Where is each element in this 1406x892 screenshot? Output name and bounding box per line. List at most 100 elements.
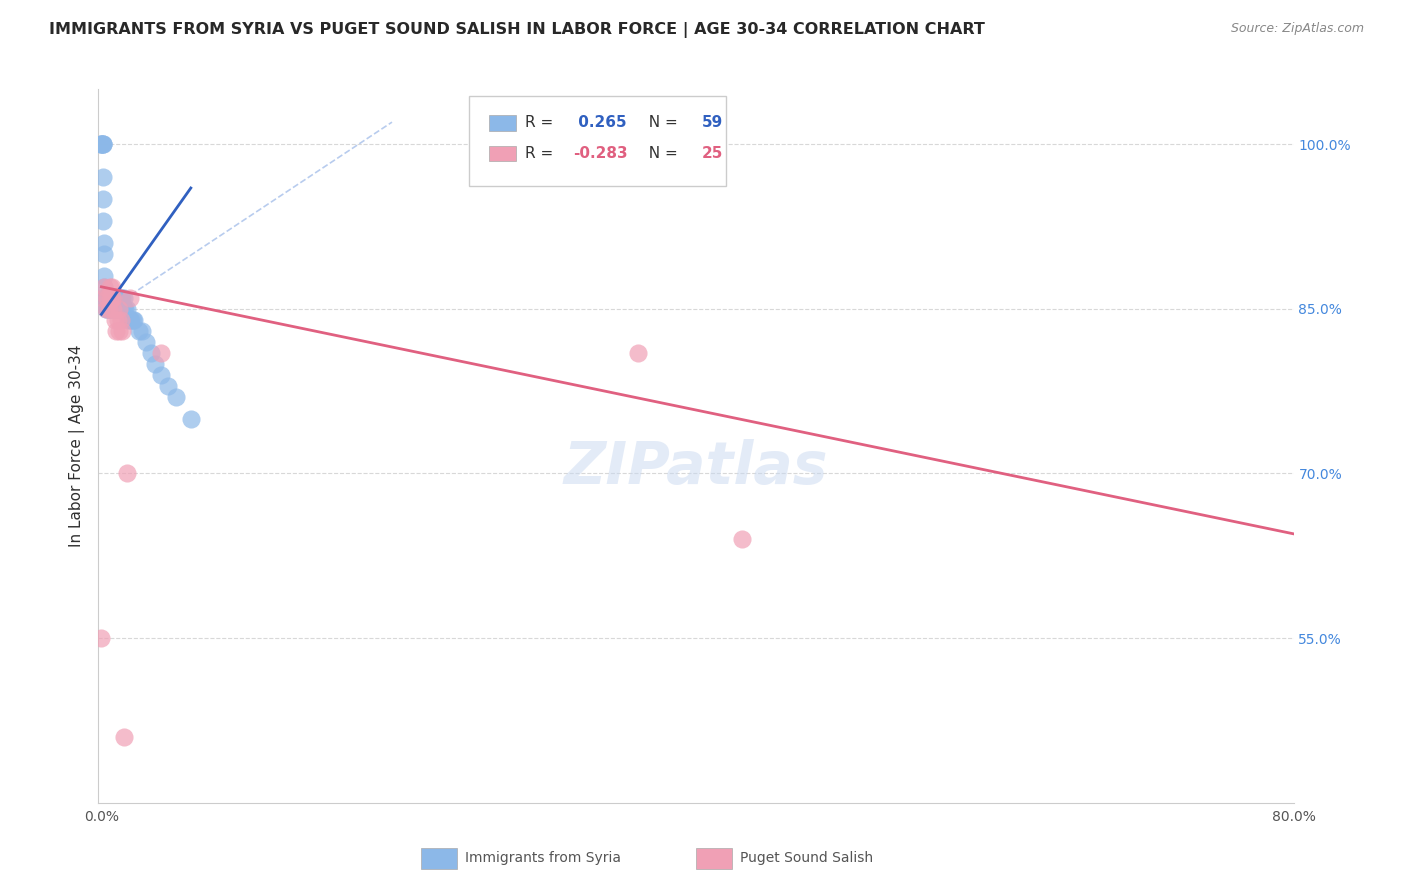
Point: [101, 291, 124, 305]
Point: [627, 345, 650, 359]
Text: R =: R =: [524, 115, 558, 130]
Point: [108, 301, 131, 316]
Point: [108, 324, 131, 338]
Point: [103, 291, 125, 305]
Point: [91, 137, 114, 152]
Point: [101, 301, 124, 316]
Point: [107, 301, 129, 316]
Point: [101, 280, 124, 294]
Point: [122, 312, 145, 326]
Point: [111, 301, 134, 316]
Point: [139, 345, 162, 359]
Point: [93, 291, 115, 305]
Point: [117, 312, 139, 326]
Point: [135, 334, 157, 349]
FancyBboxPatch shape: [470, 96, 725, 186]
Point: [180, 411, 202, 425]
Point: [97, 301, 120, 316]
Point: [98, 291, 121, 305]
Text: 59: 59: [702, 115, 723, 130]
Point: [111, 291, 134, 305]
Point: [110, 301, 132, 316]
Point: [94, 291, 117, 305]
Point: [112, 301, 135, 316]
Bar: [489, 145, 516, 161]
Point: [104, 301, 127, 316]
Point: [150, 368, 173, 382]
Point: [97, 291, 120, 305]
Text: ZIPatlas: ZIPatlas: [564, 439, 828, 496]
Point: [104, 291, 127, 305]
Point: [91, 137, 114, 152]
Text: N =: N =: [638, 115, 682, 130]
Point: [143, 357, 166, 371]
Point: [96, 301, 118, 316]
Point: [107, 291, 129, 305]
Point: [101, 291, 124, 305]
Point: [108, 291, 131, 305]
Point: [105, 291, 128, 305]
Text: Immigrants from Syria: Immigrants from Syria: [465, 852, 621, 865]
Point: [114, 301, 136, 316]
Point: [150, 345, 173, 359]
Point: [165, 390, 187, 404]
Point: [91, 214, 114, 228]
Point: [93, 280, 115, 294]
Text: Source: ZipAtlas.com: Source: ZipAtlas.com: [1230, 22, 1364, 36]
Point: [103, 291, 125, 305]
Point: [97, 301, 120, 316]
Bar: [422, 847, 457, 869]
Point: [104, 312, 127, 326]
Point: [94, 301, 117, 316]
Point: [90, 631, 112, 645]
Point: [120, 312, 142, 326]
Point: [97, 301, 120, 316]
Point: [93, 268, 115, 283]
Point: [107, 312, 129, 326]
Point: [91, 192, 114, 206]
Text: IMMIGRANTS FROM SYRIA VS PUGET SOUND SALISH IN LABOR FORCE | AGE 30-34 CORRELATI: IMMIGRANTS FROM SYRIA VS PUGET SOUND SAL…: [49, 22, 986, 38]
Text: 25: 25: [702, 146, 723, 161]
Point: [731, 533, 754, 547]
Point: [110, 312, 132, 326]
Point: [103, 301, 125, 316]
Point: [98, 301, 121, 316]
Point: [103, 301, 125, 316]
Bar: [696, 847, 733, 869]
Point: [118, 291, 141, 305]
Point: [96, 291, 118, 305]
Point: [96, 291, 118, 305]
Point: [94, 291, 117, 305]
Point: [93, 235, 115, 250]
Point: [111, 324, 134, 338]
Point: [157, 378, 180, 392]
Point: [93, 247, 115, 261]
Point: [110, 291, 132, 305]
Text: R =: R =: [524, 146, 558, 161]
Point: [115, 467, 138, 481]
Text: -0.283: -0.283: [572, 146, 627, 161]
Point: [105, 301, 128, 316]
Point: [91, 291, 114, 305]
Text: Puget Sound Salish: Puget Sound Salish: [740, 852, 873, 865]
Point: [131, 324, 153, 338]
Point: [90, 137, 112, 152]
Point: [90, 137, 112, 152]
Point: [112, 291, 135, 305]
Point: [94, 291, 117, 305]
Text: 0.265: 0.265: [572, 115, 627, 130]
Point: [94, 301, 117, 316]
Bar: [489, 115, 516, 130]
Point: [91, 169, 114, 184]
Point: [98, 280, 121, 294]
Text: N =: N =: [638, 146, 682, 161]
Point: [93, 280, 115, 294]
Point: [112, 730, 135, 744]
Point: [98, 291, 121, 305]
Point: [121, 312, 143, 326]
Point: [115, 301, 138, 316]
Point: [91, 137, 114, 152]
Point: [118, 312, 141, 326]
Point: [128, 324, 150, 338]
Point: [105, 324, 128, 338]
